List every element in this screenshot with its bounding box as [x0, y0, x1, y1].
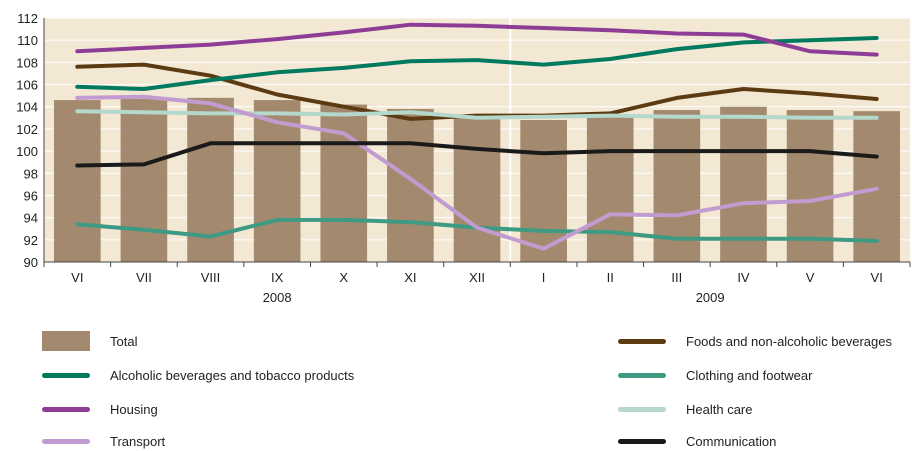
- bar-total: [720, 106, 767, 263]
- x-tick-label: III: [671, 270, 682, 285]
- series-line-foods-and-non-alcoholic-beverages: [75, 62, 879, 121]
- legend-swatch: [618, 372, 666, 378]
- legend: Total Alcoholic beverages and tobacco pr…: [0, 325, 912, 450]
- legend-swatch: [42, 331, 90, 351]
- year-label: 2008: [263, 290, 292, 305]
- legend-swatch: [42, 438, 90, 444]
- legend-label: Total: [110, 333, 138, 349]
- x-tick-label: II: [607, 270, 614, 285]
- bar-total: [253, 100, 301, 262]
- y-tick-label: 102: [16, 122, 38, 137]
- legend-label: Alcoholic beverages and tobacco products: [110, 367, 355, 383]
- y-tick-label: 98: [24, 166, 38, 181]
- legend-item-total: Total: [42, 331, 137, 351]
- legend-swatch: [618, 406, 666, 412]
- legend-label: Communication: [686, 433, 777, 449]
- bar-total: [786, 110, 834, 263]
- year-label: 2009: [696, 290, 725, 305]
- y-tick-label: 92: [24, 233, 38, 248]
- legend-item-alcoholic: Alcoholic beverages and tobacco products: [42, 365, 354, 385]
- legend-item-transport: Transport: [42, 431, 165, 451]
- x-tick-labels: VI VII VIII IX X XI XII I II III IV V VI: [43, 262, 911, 285]
- legend-item-housing: Housing: [42, 399, 158, 419]
- bar-total: [120, 98, 168, 262]
- series-line-transport: [75, 94, 879, 251]
- legend-item-communication: Communication: [618, 431, 776, 451]
- y-tick-label: 94: [24, 211, 38, 226]
- legend-label: Health care: [686, 401, 753, 417]
- x-tick-label: XII: [469, 270, 485, 285]
- legend-label: Foods and non-alcoholic beverages: [686, 333, 892, 349]
- y-tick-label: 108: [16, 55, 38, 70]
- y-tick-label: 90: [24, 255, 38, 270]
- x-tick-label: X: [339, 270, 348, 285]
- legend-swatch: [618, 438, 666, 444]
- series-line-health-care: [75, 109, 879, 120]
- x-tick-label: XI: [404, 270, 416, 285]
- series-line-alcoholic-beverages-and-tobacco-products: [75, 36, 879, 91]
- x-tick-label: VII: [136, 270, 152, 285]
- legend-label: Clothing and footwear: [686, 367, 813, 383]
- y-tick-label: 110: [17, 33, 38, 48]
- x-tick-label: VI: [71, 270, 83, 285]
- legend-item-foods: Foods and non-alcoholic beverages: [618, 331, 892, 351]
- bar-total: [320, 104, 368, 262]
- legend-item-clothing: Clothing and footwear: [618, 365, 812, 385]
- bar-total: [520, 120, 567, 262]
- legend-label: Housing: [110, 401, 158, 417]
- series-lines: [75, 22, 879, 251]
- x-tick-label: IX: [271, 270, 284, 285]
- bar-total: [53, 100, 101, 262]
- y-tick-labels: 90 92 94 96 98 100 102 104 106 108 110 112: [16, 11, 38, 270]
- bar-total: [586, 115, 634, 262]
- bar-total: [387, 108, 434, 262]
- legend-item-health-care: Health care: [618, 399, 752, 419]
- x-tick-label: I: [542, 270, 546, 285]
- legend-swatch: [618, 338, 666, 344]
- legend-swatch: [42, 372, 90, 378]
- series-line-communication: [75, 141, 879, 168]
- y-tick-label: 112: [17, 11, 38, 26]
- y-tick-label: 100: [16, 144, 38, 159]
- series-line-housing: [75, 22, 879, 57]
- bar-total: [853, 111, 901, 262]
- x-tick-label: VI: [871, 270, 883, 285]
- year-labels: 2008 2009: [263, 290, 725, 305]
- legend-swatch: [42, 406, 90, 412]
- y-tick-label: 96: [24, 188, 38, 203]
- x-tick-label: VIII: [201, 270, 221, 285]
- y-tick-label: 106: [16, 78, 38, 93]
- x-tick-label: IV: [737, 270, 750, 285]
- legend-label: Transport: [110, 433, 166, 449]
- bar-total: [453, 116, 501, 262]
- y-tick-label: 104: [16, 100, 38, 115]
- x-tick-label: V: [806, 270, 815, 285]
